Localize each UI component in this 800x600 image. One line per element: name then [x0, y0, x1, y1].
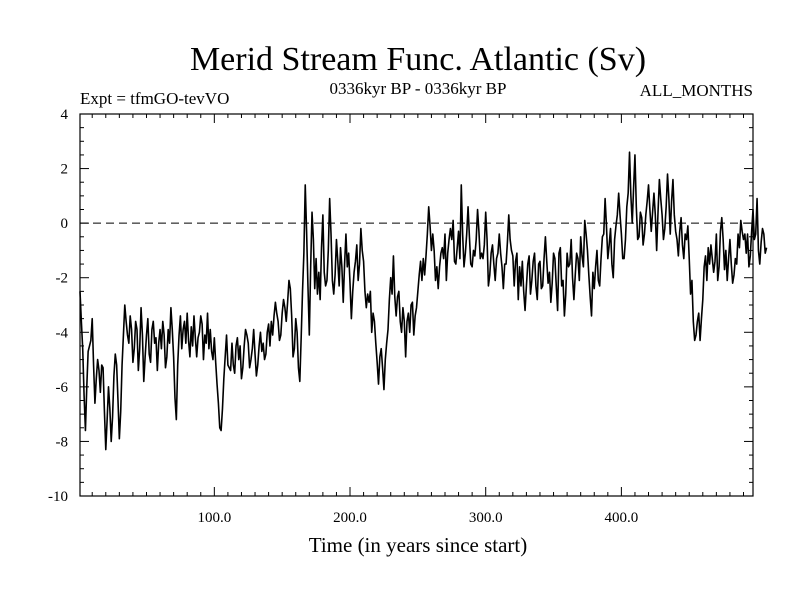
x-tick-label: 200.0	[333, 510, 367, 526]
months-label: ALL_MONTHS	[640, 81, 753, 100]
plot-area: 100.0 200.0 300.0 400.0 4 2 0 -2 -4 -6 -8 -10	[48, 107, 768, 526]
chart-title: Merid Stream Func. Atlantic (Sv)	[190, 41, 646, 78]
x-tick-label: 400.0	[605, 510, 639, 526]
x-axis-label: Time (in years since start)	[309, 533, 528, 557]
y-tick-label: 2	[61, 162, 69, 178]
period-label: 0336kyr BP - 0336kyr BP	[330, 79, 507, 98]
experiment-label: Expt = tfmGO-tevVO	[80, 89, 229, 108]
x-tick-label: 100.0	[197, 510, 231, 526]
y-tick-label: -6	[56, 380, 69, 396]
x-tick-label: 300.0	[469, 510, 503, 526]
y-tick-label: -8	[56, 434, 69, 450]
y-tick-label: -4	[56, 325, 69, 341]
y-tick-label: -2	[56, 271, 69, 287]
y-tick-label: 4	[61, 107, 69, 123]
series-line	[79, 151, 768, 451]
y-tick-label: 0	[61, 216, 69, 232]
plot-frame	[79, 113, 754, 497]
y-tick-label: -10	[48, 489, 68, 505]
